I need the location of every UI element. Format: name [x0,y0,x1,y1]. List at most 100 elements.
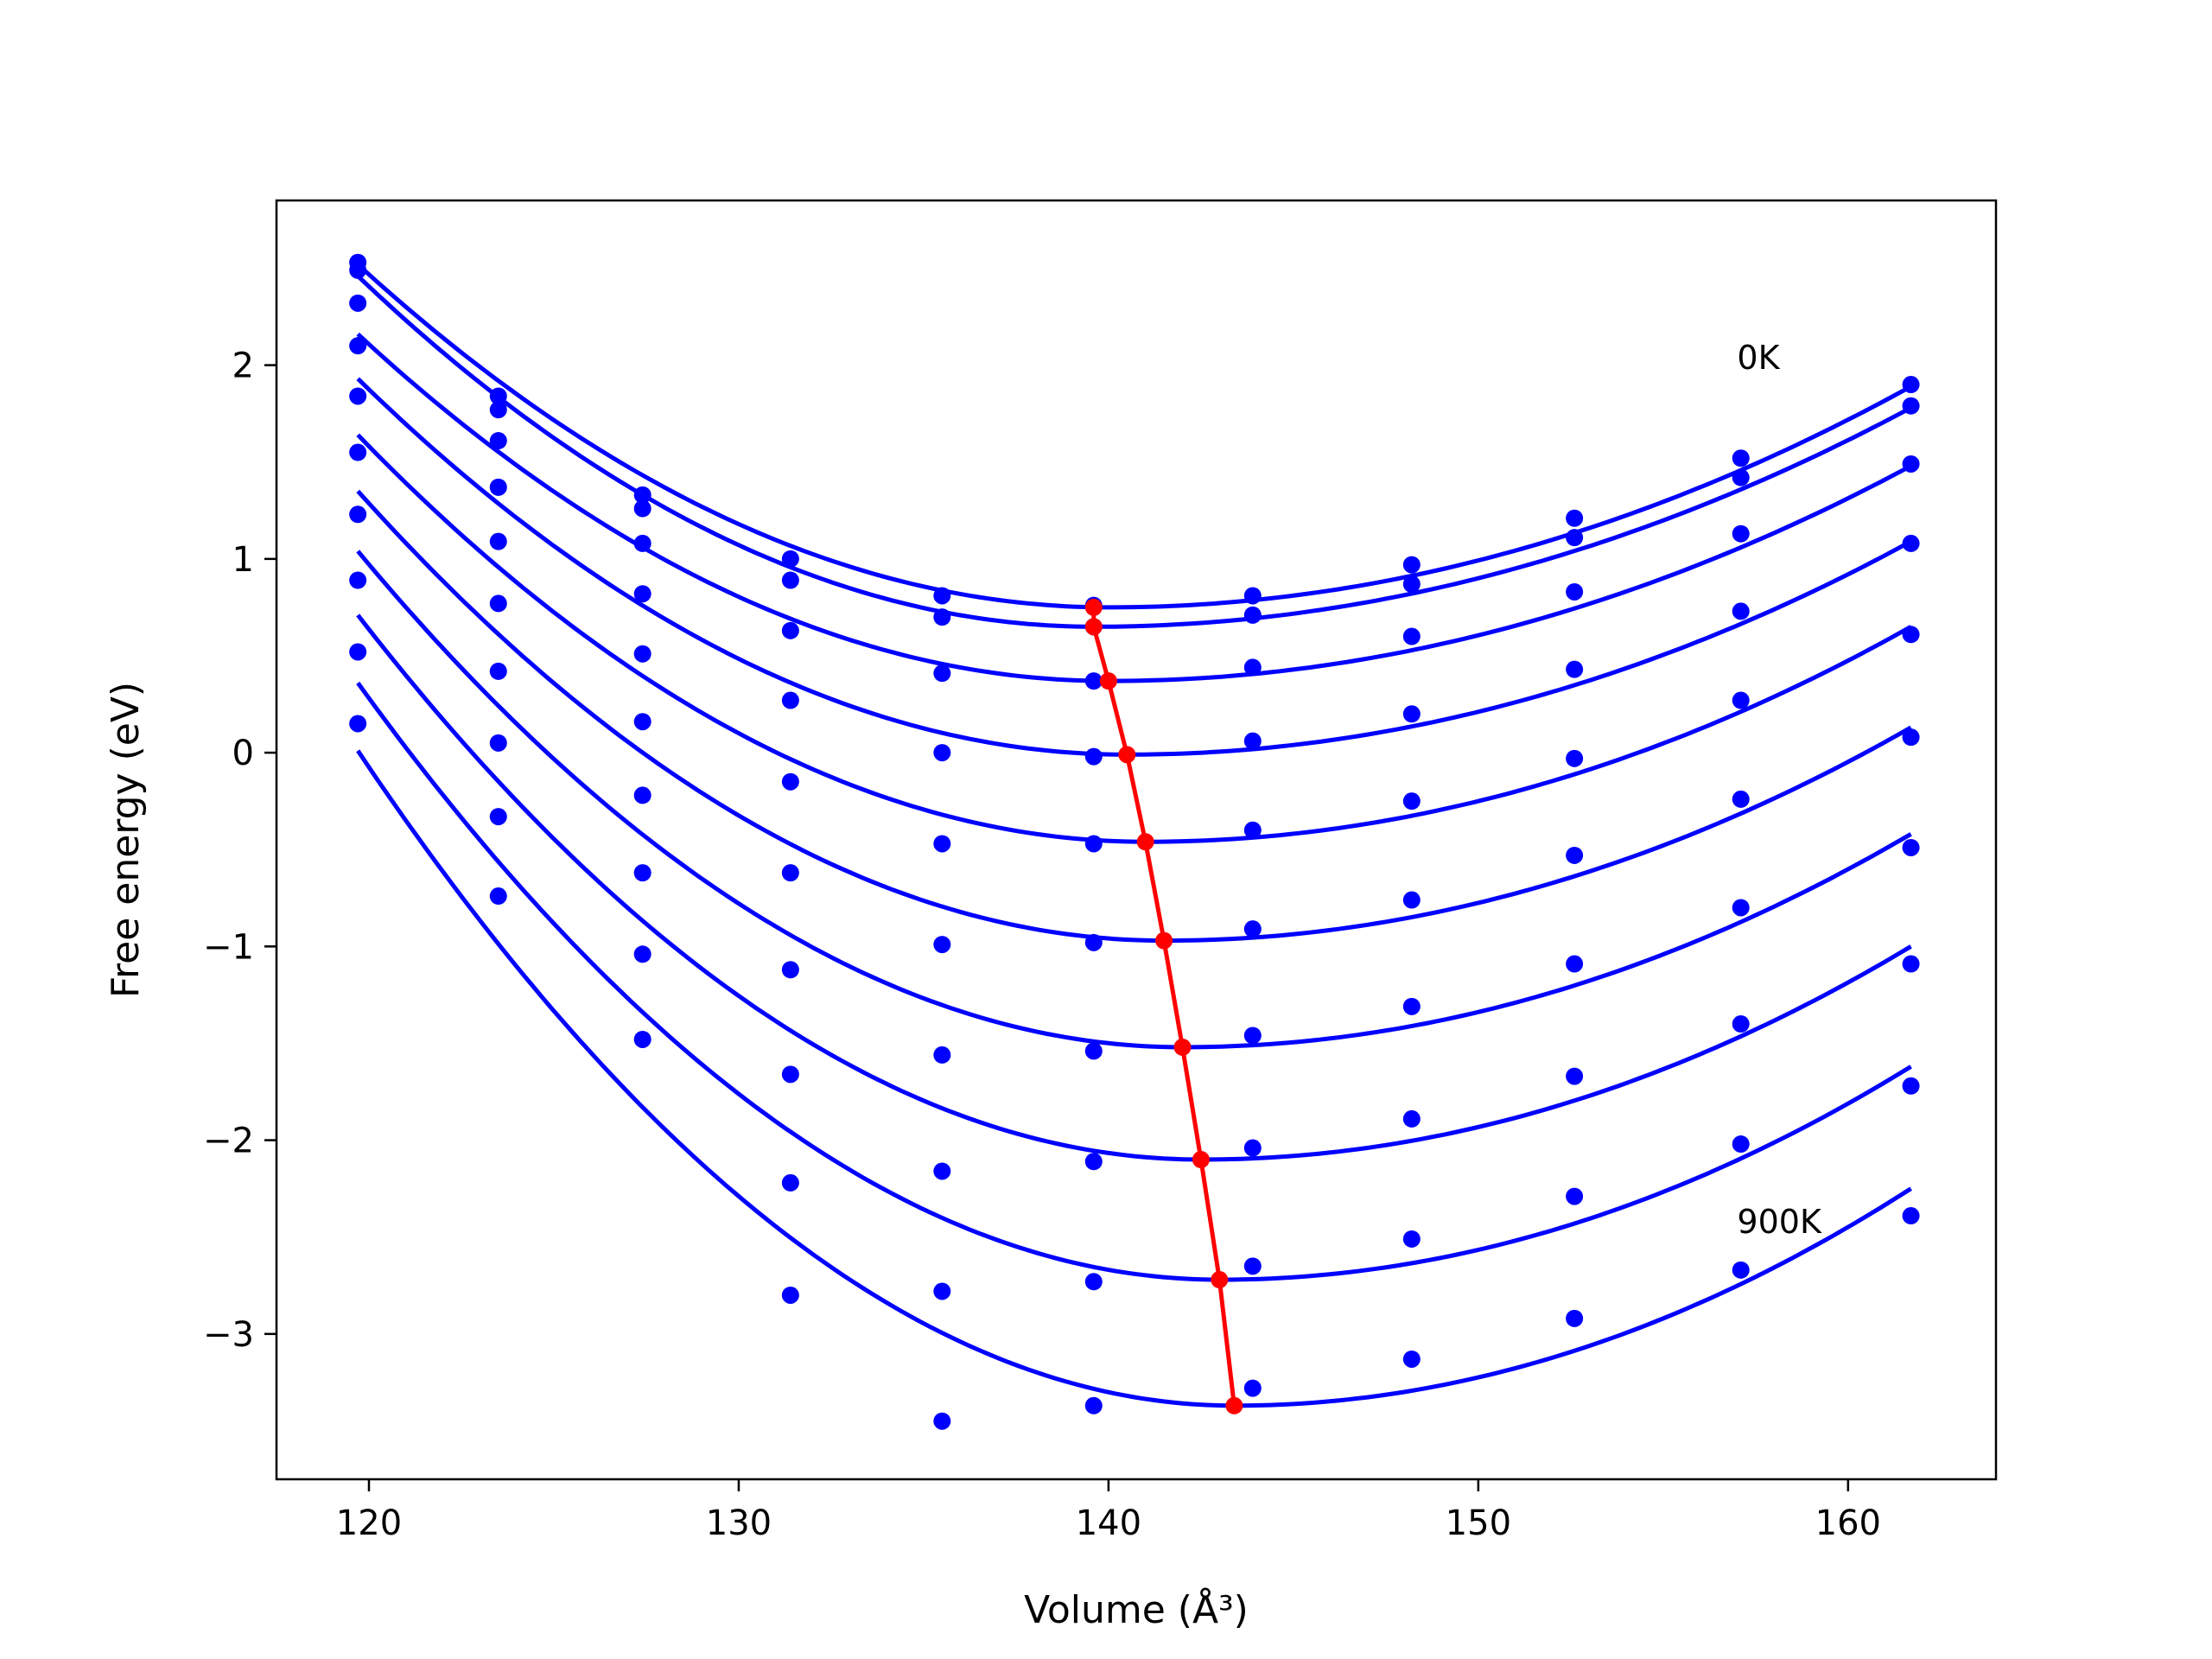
data-point [349,571,367,589]
plot-frame [275,199,1998,1481]
data-point [1402,792,1421,810]
data-point [1402,1109,1421,1128]
data-point [349,505,367,524]
data-point [781,691,799,709]
data-point [489,808,507,826]
data-point [781,864,799,882]
data-point [1566,509,1584,527]
data-point [1566,749,1584,767]
data-point [1402,627,1421,645]
data-point [1732,1015,1750,1033]
data-point [1902,397,1920,415]
data-point [781,961,799,979]
data-point [1566,582,1584,601]
plot-content [349,253,1920,1430]
data-point [633,1030,652,1048]
data-point [633,499,652,518]
data-point [1243,920,1262,938]
data-point [489,401,507,419]
y-tick-label: 0 [232,734,254,773]
x-tick-label: 120 [336,1503,402,1543]
data-point [1902,728,1920,747]
data-point [933,744,951,762]
data-point [933,835,951,853]
equilibrium-point [1155,931,1173,950]
fit-curve [356,613,1912,1162]
y-axis-title: Free energy (eV) [104,682,148,998]
data-point [1566,660,1584,678]
data-point [349,294,367,312]
data-point [1402,891,1421,909]
data-point [489,387,507,405]
data-point [1402,997,1421,1015]
data-point [1732,468,1750,486]
y-tick-label: 1 [232,540,254,580]
data-point [1243,1027,1262,1045]
data-point [781,621,799,639]
data-point [1243,658,1262,677]
data-point [1084,835,1103,853]
temperature-label: 900K [1737,1203,1822,1241]
data-point [1566,846,1584,864]
data-point [1566,529,1584,547]
data-point [781,571,799,589]
temperature-label: 0K [1737,339,1780,377]
data-point [1402,1350,1421,1368]
data-point [781,1065,799,1084]
data-point [1732,790,1750,808]
data-point [1402,556,1421,574]
data-point [1732,1261,1750,1279]
data-point [1243,1257,1262,1275]
data-point [489,662,507,680]
data-point [633,486,652,504]
data-point [933,936,951,954]
data-point [1732,449,1750,467]
x-axis: 120 130 140 150 160 [336,1479,1881,1543]
data-point [633,645,652,663]
data-point [1243,821,1262,839]
data-point [633,585,652,603]
data-point [1566,955,1584,973]
data-point [933,1046,951,1064]
data-point [1732,899,1750,917]
data-point [1902,454,1920,473]
data-point [633,945,652,963]
y-tick-label: −1 [203,927,254,967]
data-point [489,532,507,550]
fit-curve [356,489,1912,944]
data-point [633,786,652,804]
data-point [349,715,367,733]
data-point [489,734,507,752]
data-point [1566,1187,1584,1205]
data-point [933,1282,951,1300]
equilibrium-point [1225,1396,1243,1414]
data-point [1084,672,1103,690]
equilibrium-point [1084,618,1103,636]
data-point [1902,1207,1920,1225]
data-point [489,887,507,906]
equilibrium-line [1091,607,1236,1407]
data-point [933,1162,951,1180]
equilibrium-point [1118,746,1136,764]
fit-curve [356,274,1912,629]
data-point [1084,1153,1103,1171]
data-point [489,478,507,496]
fit-curve [356,332,1912,683]
data-point [933,608,951,626]
data-point [349,387,367,405]
data-point [1902,1077,1920,1095]
equilibrium-point [1084,598,1103,616]
x-tick-label: 130 [706,1503,772,1543]
data-point [1243,587,1262,605]
y-tick-label: −2 [203,1122,254,1161]
fit-curve [356,433,1912,844]
data-point [349,643,367,661]
data-point [1084,747,1103,766]
data-point [1402,575,1421,593]
data-point [781,1286,799,1304]
data-point [1084,1042,1103,1060]
data-point [633,864,652,882]
equilibrium-point [1192,1151,1210,1168]
